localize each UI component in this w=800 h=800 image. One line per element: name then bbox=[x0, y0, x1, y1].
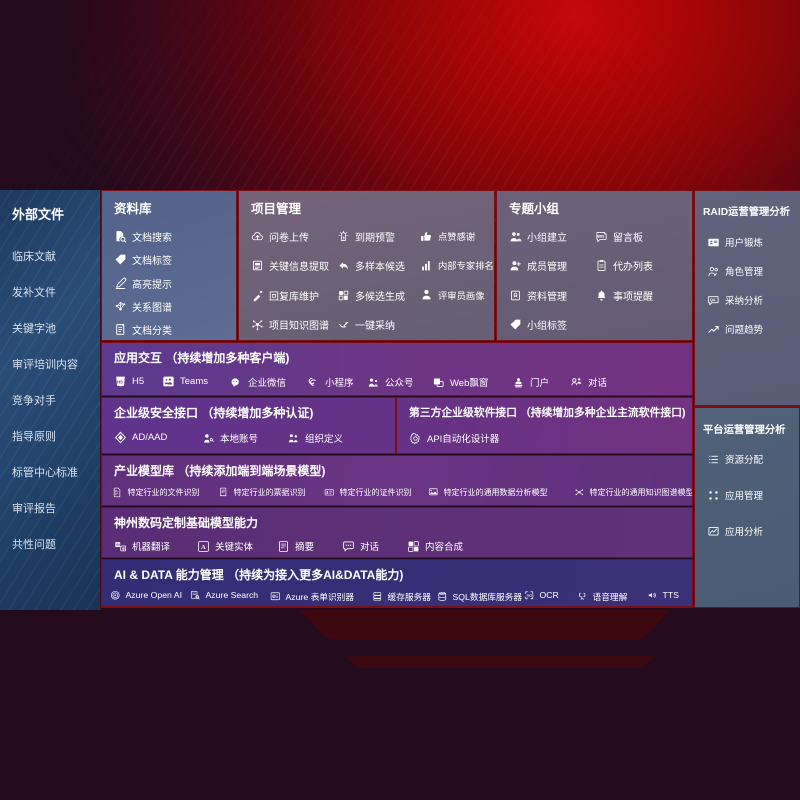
svg-text:BBS: BBS bbox=[597, 234, 605, 238]
svg-text:A: A bbox=[201, 543, 206, 550]
svg-text:SQL: SQL bbox=[440, 593, 445, 595]
svg-text:OCR: OCR bbox=[527, 594, 535, 598]
svg-text:H5: H5 bbox=[117, 379, 123, 384]
svg-text:QA: QA bbox=[710, 297, 716, 301]
svg-text:中: 中 bbox=[122, 545, 125, 550]
